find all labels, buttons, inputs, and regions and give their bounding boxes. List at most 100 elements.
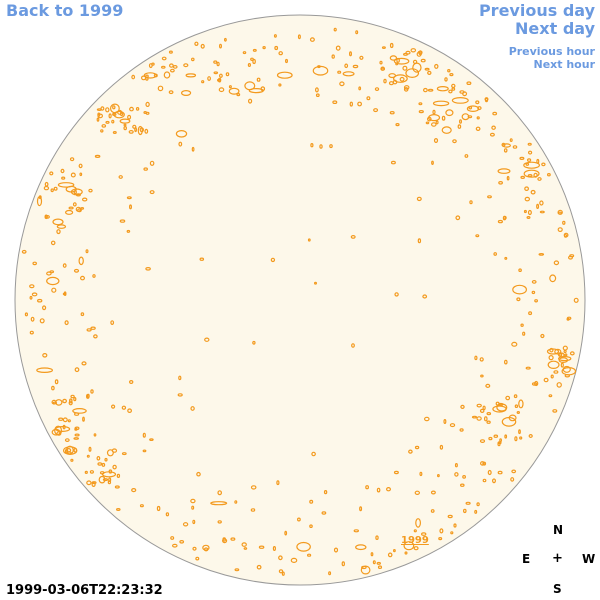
magnetic-contour [183, 63, 189, 68]
magnetic-contour [185, 73, 197, 78]
magnetic-contour [395, 122, 400, 127]
magnetic-contour [380, 66, 386, 71]
year-link[interactable]: 1999 [401, 535, 429, 546]
magnetic-contour [114, 485, 120, 489]
magnetic-contour [511, 341, 518, 347]
magnetic-contour [39, 318, 45, 324]
compass-east-label: E [522, 552, 531, 566]
magnetic-contour [168, 90, 174, 95]
magnetic-contour [445, 109, 454, 117]
magnetic-contour [191, 57, 195, 62]
magnetic-contour [192, 546, 197, 551]
magnetic-contour [73, 412, 80, 416]
magnetic-contour [123, 123, 127, 127]
magnetic-contour [145, 77, 149, 81]
magnetic-contour [222, 538, 228, 544]
magnetic-contour [425, 121, 430, 125]
magnetic-contour [309, 37, 315, 42]
magnetic-contour [278, 569, 284, 574]
magnetic-contour [536, 203, 540, 209]
previous-hour-link[interactable]: Previous hour [508, 45, 595, 58]
magnetic-contour [46, 276, 60, 286]
magnetic-contour [359, 506, 363, 512]
previous-day-link[interactable]: Previous day [478, 1, 595, 20]
magnetic-contour [276, 71, 293, 79]
magnetic-contour [563, 349, 567, 354]
magnetic-contour [527, 209, 532, 216]
magnetic-contour [151, 62, 155, 66]
magnetic-contour [448, 89, 453, 94]
magnetic-contour [262, 45, 266, 50]
magnetic-contour [564, 353, 568, 357]
magnetic-contour [547, 360, 560, 369]
magnetic-contour [477, 106, 482, 111]
magnetic-contour [285, 58, 289, 64]
magnetic-contour [97, 462, 103, 466]
next-hour-link[interactable]: Next hour [533, 58, 596, 71]
magnetic-contour [422, 294, 428, 299]
magnetic-contour [413, 529, 417, 533]
magnetic-contour [190, 406, 195, 411]
magnetic-contour [85, 249, 89, 254]
magnetic-contour [217, 520, 222, 524]
magnetic-contour [423, 87, 428, 93]
magnetic-contour [563, 232, 569, 238]
magnetic-contour [527, 150, 533, 155]
back-to-year-link[interactable]: Back to 1999 [6, 1, 124, 20]
magnetic-contour [64, 209, 74, 215]
magnetic-contour [116, 508, 121, 512]
magnetic-contour [128, 129, 134, 134]
magnetic-contour [210, 501, 228, 506]
magnetic-contour [451, 96, 469, 104]
magnetic-contour [408, 449, 413, 454]
magnetic-contour [73, 268, 80, 273]
magnetic-contour [474, 509, 478, 514]
magnetic-contour [156, 505, 161, 512]
magnetic-contour [329, 144, 333, 149]
magnetic-contour [135, 106, 140, 111]
magnetic-contour [66, 448, 72, 453]
magnetic-contour [420, 58, 426, 63]
magnetic-contour [427, 70, 432, 76]
magnetic-contour [194, 41, 199, 47]
magnetic-contour [393, 548, 396, 553]
magnetic-contour [549, 274, 557, 283]
magnetic-contour [112, 464, 117, 470]
magnetic-contour [476, 502, 480, 507]
magnetic-contour [497, 441, 502, 445]
magnetic-contour [241, 542, 247, 547]
magnetic-contour [531, 382, 538, 386]
magnetic-contour [54, 379, 59, 385]
magnetic-contour [403, 541, 415, 551]
magnetic-contour [81, 361, 87, 366]
magnetic-contour [86, 393, 90, 399]
magnetic-contour [432, 109, 436, 115]
magnetic-contour [248, 98, 253, 104]
magnetic-contour [24, 312, 28, 317]
magnetic-contour [199, 257, 205, 261]
magnetic-contour [525, 162, 530, 166]
magnetic-contour [161, 56, 167, 61]
magnetic-contour [548, 355, 554, 361]
magnetic-contour [511, 469, 517, 474]
magnetic-contour [386, 487, 392, 492]
magnetic-contour [524, 196, 531, 202]
next-day-link[interactable]: Next day [515, 19, 595, 38]
magnetic-contour [112, 105, 116, 110]
magnetic-contour [56, 229, 61, 235]
magnetic-contour [519, 436, 523, 440]
magnetic-contour [373, 108, 379, 113]
magnetic-contour [476, 416, 482, 421]
magnetic-contour [455, 215, 461, 221]
magnetic-contour [389, 55, 398, 61]
magnetic-contour [355, 544, 367, 551]
magnetic-contour [438, 536, 443, 541]
magnetic-contour [307, 553, 312, 557]
magnetic-contour [404, 551, 408, 555]
magnetic-contour [270, 257, 276, 263]
magnetic-contour [331, 54, 335, 59]
magnetic-contour [163, 71, 171, 79]
magnetic-contour [144, 128, 149, 134]
compass-west-label: W [582, 552, 596, 566]
magnetic-contour [430, 509, 435, 513]
